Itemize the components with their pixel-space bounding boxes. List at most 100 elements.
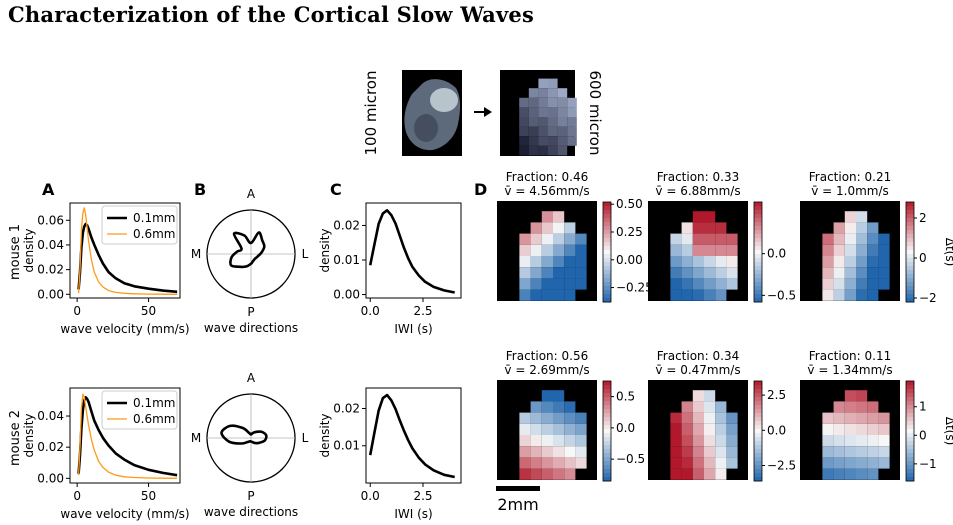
delay-map-cell [878, 278, 890, 290]
fraction-label: Fraction: 0.11 [809, 349, 891, 363]
delay-map-cell [681, 278, 693, 290]
direction-label-posterior: P [247, 489, 254, 503]
delay-map-cell [541, 412, 553, 424]
colorbar-segment [754, 469, 762, 474]
delay-map-cell [856, 423, 868, 435]
delay-map-cell [564, 423, 576, 435]
colorbar-tick-label: −2 [919, 291, 937, 305]
colorbar-segment [754, 405, 762, 410]
delay-map-cell [704, 423, 716, 435]
delay-map-cell [553, 256, 565, 268]
delay-map-cell [715, 446, 727, 458]
colorbar-segment [603, 254, 611, 259]
delay-map-cell [878, 457, 890, 469]
delay-map-cell [681, 412, 693, 424]
colorbar-segment [906, 469, 914, 474]
colorbar-segment [603, 242, 611, 247]
colorbar-segment [906, 294, 914, 299]
colorbar-segment [906, 274, 914, 279]
y-tick-label: 0.00 [37, 471, 64, 485]
delay-map-cell [856, 435, 868, 447]
colorbar-frame [602, 380, 612, 482]
mean-velocity-label: v̄ = 4.56mm/s [504, 184, 589, 198]
delay-map-cell [670, 446, 682, 458]
lowres-pixel [557, 117, 568, 127]
colorbar-frame [602, 201, 612, 303]
delay-map-cell [530, 289, 542, 301]
lowres-pixel [528, 136, 539, 146]
delay-map-cell [541, 423, 553, 435]
delay-map-cell [564, 233, 576, 245]
fraction-label: Fraction: 0.21 [809, 170, 891, 184]
colorbar-frame [905, 201, 915, 303]
colorbar-segment [906, 210, 914, 215]
lowres-pixel [548, 126, 558, 137]
colorbar-segment [906, 389, 914, 394]
delay-map-cell [692, 222, 704, 234]
scale-bar-label: 2mm [497, 495, 538, 514]
colorbar-tick-label: −0.5 [767, 288, 796, 302]
delay-map-cell [670, 423, 682, 435]
colorbar-segment [754, 218, 762, 223]
delay-map-cell [844, 289, 856, 301]
colorbar-segment [603, 202, 611, 207]
polar-axis-label: wave directions [204, 505, 298, 519]
lowres-pixel [519, 145, 529, 156]
lowres-pixel [548, 78, 558, 89]
colorbar-segment [603, 445, 611, 450]
y-tick-label: 0.00 [37, 287, 64, 301]
polar-axis-label: wave directions [204, 321, 298, 335]
delay-map-cell [704, 457, 716, 469]
legend-label: 0.6mm [133, 227, 175, 241]
colorbar-segment [906, 409, 914, 414]
colorbar-segment [906, 282, 914, 287]
delay-map-cell [704, 256, 716, 268]
delay-map-cell [564, 244, 576, 256]
delay-map-cell [692, 423, 704, 435]
delay-map-cell [856, 289, 868, 301]
delay-map-cell [541, 267, 553, 279]
mean-velocity-label: v̄ = 1.34mm/s [807, 363, 892, 377]
delay-map-cell [856, 233, 868, 245]
colorbar-segment [754, 433, 762, 438]
colorbar-segment [603, 290, 611, 295]
delay-map-cell [704, 468, 716, 480]
delay-map-cell [867, 412, 879, 424]
colorbar-segment [603, 238, 611, 243]
delay-map-cell [867, 233, 879, 245]
delay-map-cell [822, 256, 834, 268]
scale-bar [496, 486, 540, 491]
x-tick-label: 0 [73, 489, 81, 503]
delay-map-cell [704, 446, 716, 458]
colorbar-tick-label: −0.5 [616, 452, 645, 466]
colorbar-segment [754, 202, 762, 207]
delay-map-cell [670, 435, 682, 447]
lowres-pixel [519, 126, 529, 137]
colorbar-tick-label: 0 [919, 251, 927, 265]
delay-map-cell [575, 233, 587, 245]
delay-map-cell [867, 435, 879, 447]
lowres-pixel [519, 117, 529, 127]
colorbar-segment [754, 274, 762, 279]
delay-map-cell [575, 267, 587, 279]
lowres-pixel [567, 117, 577, 127]
delay-map-cell [519, 468, 531, 480]
series-line-2 [77, 207, 178, 295]
delay-map-cell [541, 211, 553, 223]
colorbar-segment [754, 294, 762, 299]
delay-map-cell [681, 401, 693, 413]
x-tick-label: 50 [141, 489, 156, 503]
delay-map-cell [519, 278, 531, 290]
lowres-pixel [557, 88, 568, 98]
colorbar-segment [754, 226, 762, 231]
colorbar-segment [603, 250, 611, 255]
delay-map-cell [844, 435, 856, 447]
colorbar-tick-label: 2 [919, 211, 927, 225]
y-tick-label: 0.04 [37, 409, 64, 423]
y-tick-label: 0.02 [37, 263, 64, 277]
direction-label-lateral: L [302, 247, 309, 261]
colorbar-segment [754, 210, 762, 215]
lowres-pixel [567, 107, 577, 117]
delay-map-cell [704, 244, 716, 256]
colorbar-segment [906, 413, 914, 418]
